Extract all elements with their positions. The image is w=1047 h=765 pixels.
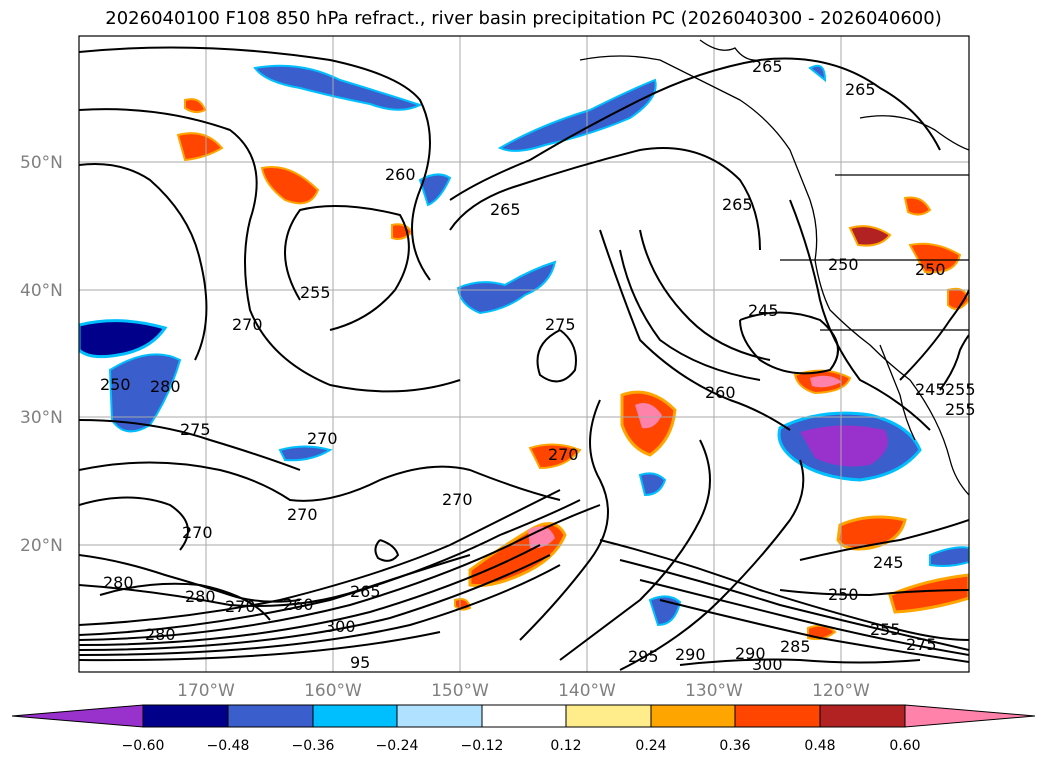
contour-label: 260 [283, 595, 314, 614]
colorbar-tick-label: −0.48 [207, 738, 250, 754]
contour-label: 245 [748, 301, 779, 320]
contour-label: 250 [100, 375, 131, 394]
colorbar-segment [481, 704, 567, 728]
map-title: 2026040100 F108 850 hPa refract., river … [105, 8, 942, 29]
contour-label: 270 [182, 523, 213, 542]
negative-precip-patches [79, 64, 969, 627]
contour-label: 300 [325, 617, 356, 636]
contour-label: 250 [915, 260, 946, 279]
lon-label: 150°W [431, 681, 489, 701]
longitude-axis: 170°W 160°W 150°W 140°W 130°W 120°W [177, 681, 870, 701]
lat-label: 20°N [20, 536, 63, 556]
contour-label: 300 [752, 655, 783, 674]
coastline [579, 39, 969, 496]
contour-label: 275 [906, 635, 937, 654]
contour-label: 270 [232, 315, 263, 334]
lat-label: 40°N [20, 281, 63, 301]
colorbar-tick-label: −0.36 [292, 738, 335, 754]
contour-label: 255 [945, 400, 976, 419]
contour-label: 290 [675, 645, 706, 664]
contour-label: 255 [870, 620, 901, 639]
contour-label: 260 [705, 383, 736, 402]
contour-label: 265 [752, 57, 783, 76]
contour-label: 285 [780, 637, 811, 656]
colorbar-segment [142, 704, 229, 728]
lon-label: 160°W [304, 681, 362, 701]
latitude-axis: 50°N 40°N 30°N 20°N [20, 153, 63, 556]
contour-label: 270 [548, 445, 579, 464]
colorbar-tick-label: 0.24 [635, 738, 666, 754]
contour-label: 280 [150, 377, 181, 396]
lon-label: 130°W [685, 681, 743, 701]
colorbar-high-extension [904, 704, 1036, 728]
map-panel [79, 36, 969, 672]
lat-label: 30°N [20, 408, 63, 428]
colorbar-segment [565, 704, 652, 728]
contour-label: 270 [225, 597, 256, 616]
contour-label: 250 [828, 585, 859, 604]
lat-label: 50°N [20, 153, 63, 173]
colorbar-tick-label: 0.48 [804, 738, 835, 754]
contour-label: 270 [307, 429, 338, 448]
contour-label: 280 [103, 573, 134, 592]
contour-label: 265 [350, 582, 381, 601]
contour-label: 265 [845, 80, 876, 99]
contour-label: 270 [442, 490, 473, 509]
contour-label: 280 [185, 587, 216, 606]
colorbar-tick-label: −0.12 [461, 738, 504, 754]
contour-label: 290 [735, 644, 766, 663]
colorbar-segment [227, 704, 314, 728]
colorbar-tick-label: −0.24 [376, 738, 419, 754]
colorbar-tick-label: 0.60 [889, 738, 920, 754]
contour-label: 250 [828, 255, 859, 274]
contour-label: 275 [180, 420, 211, 439]
contour-label: 260 [385, 165, 416, 184]
contour-label: 295 [628, 647, 659, 666]
lon-label: 120°W [812, 681, 870, 701]
contour-label: 275 [545, 315, 576, 334]
contour-label: 245 [873, 553, 904, 572]
lon-label: 140°W [558, 681, 616, 701]
contour-label: 265 [490, 200, 521, 219]
colorbar-low-extension [11, 704, 144, 728]
colorbar-tick-label: 0.12 [550, 738, 581, 754]
contour-label: 280 [145, 625, 176, 644]
colorbar-segment [396, 704, 483, 728]
contour-label: 95 [350, 653, 370, 672]
contour-label: 245 [915, 380, 946, 399]
contour-label: 270 [287, 505, 318, 524]
colorbar-segment [819, 704, 906, 728]
colorbar-segment [312, 704, 398, 728]
colorbar-tick-label: 0.36 [719, 738, 750, 754]
colorbar-ticks: −0.60 −0.48 −0.36 −0.24 −0.12 0.12 0.24 … [122, 738, 921, 754]
colorbar-segment [650, 704, 736, 728]
colorbar-tick-label: −0.60 [122, 738, 165, 754]
map-frame [78, 35, 970, 673]
contour-label: 255 [300, 283, 331, 302]
lon-label: 170°W [177, 681, 235, 701]
refractivity-contours [79, 46, 969, 671]
contour-label: 255 [945, 380, 976, 399]
colorbar [11, 704, 1036, 728]
colorbar-segment [734, 704, 821, 728]
positive-precip-patches [176, 98, 969, 641]
contour-label: 265 [722, 195, 753, 214]
contour-labels: 265 265 260 265 265 255 270 275 280 250 … [100, 57, 976, 674]
